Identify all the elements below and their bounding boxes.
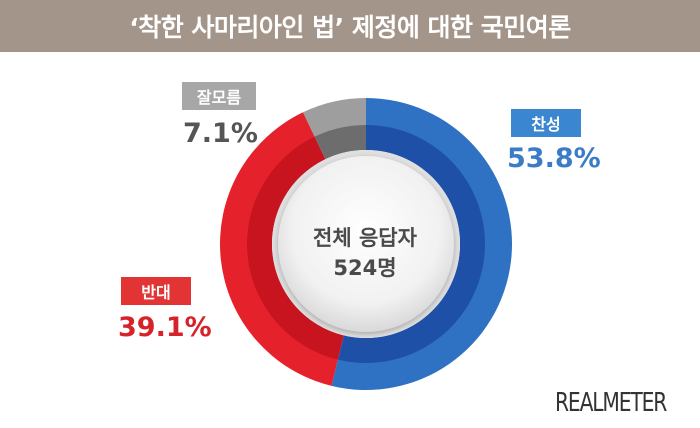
center-disc-face [278,156,454,332]
legend-box-agree: 찬성 [511,109,581,137]
value-label-disagree: 39.1% [118,312,212,343]
legend-label-disagree: 반대 [141,283,171,302]
legend-box-disagree: 반대 [121,277,191,305]
center-value: 524명 [333,256,397,280]
value-label-unknown: 7.1% [183,118,258,149]
value-label-agree: 53.8% [507,143,601,174]
legend-label-agree: 찬성 [531,115,561,134]
legend-label-unknown: 잘모름 [196,88,242,107]
inner-ring [246,125,485,363]
center-label: 전체 응답자 [313,226,417,250]
title-bar: ‘착한 사마리아인 법’ 제정에 대한 국민여론 [0,0,700,52]
outer-slice-agree [331,98,512,390]
outer-slice-unknown [303,98,366,138]
inner-slice-agree [337,125,485,363]
inner-slice-unknown [314,125,366,160]
legend-box-unknown: 잘모름 [182,82,256,110]
outer-ring [220,98,512,390]
inner-slice-disagree [246,136,344,360]
realmeter-logo: REALMETER [555,388,667,418]
chart-title: ‘착한 사마리아인 법’ 제정에 대한 국민여론 [129,13,571,42]
outer-slice-disagree [220,112,339,386]
